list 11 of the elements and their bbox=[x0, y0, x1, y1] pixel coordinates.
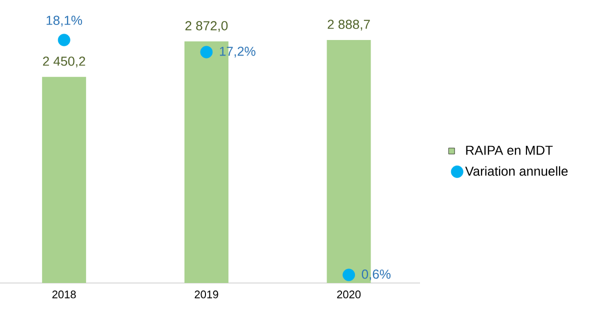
legend-label: Variation annuelle bbox=[465, 166, 568, 176]
x-tick-label: 2018 bbox=[52, 290, 76, 298]
data-label: 0,6% bbox=[362, 270, 391, 280]
data-label: 2 888,7 bbox=[328, 20, 370, 30]
data-label: 18,1% bbox=[46, 16, 82, 26]
data-label: 2 450,2 bbox=[43, 56, 86, 68]
legend-label: RAIPA en MDT bbox=[466, 146, 553, 155]
x-tick-label: 2019 bbox=[194, 290, 218, 298]
data-label: 17,2% bbox=[220, 46, 256, 58]
x-tick-label: 2020 bbox=[337, 290, 361, 298]
data-label: 2 872,0 bbox=[185, 21, 228, 32]
